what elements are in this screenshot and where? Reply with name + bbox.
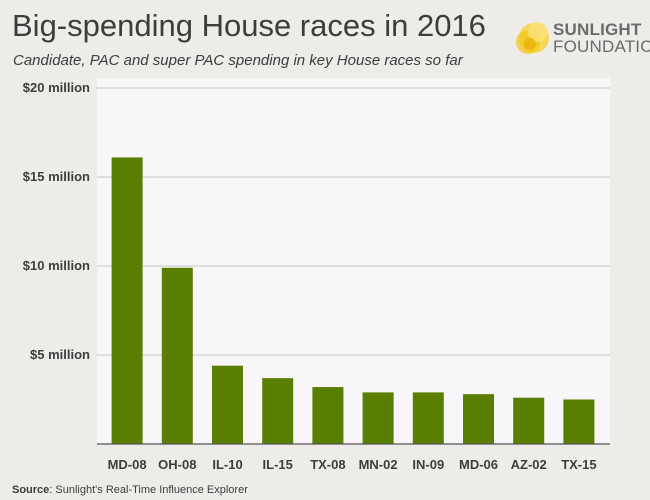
bar	[161, 267, 193, 444]
y-tick-label: $10 million	[23, 258, 90, 273]
x-tick-label: TX-15	[561, 457, 596, 472]
x-tick-label: MD-06	[459, 457, 498, 472]
chart-title: Big-spending House races in 2016	[12, 8, 486, 43]
x-tick-label: MN-02	[359, 457, 398, 472]
x-tick-label: MD-08	[108, 457, 147, 472]
x-tick-label: OH-08	[158, 457, 196, 472]
y-tick-label: $5 million	[30, 347, 90, 362]
bar	[262, 378, 294, 444]
bar	[463, 394, 494, 444]
x-tick-label: IL-10	[212, 457, 242, 472]
bar	[212, 365, 243, 444]
bar	[312, 387, 344, 444]
source-text: : Sunlight's Real-Time Influence Explore…	[49, 484, 248, 496]
bar	[513, 397, 545, 444]
x-tick-label: IL-15	[263, 457, 293, 472]
chart-subtitle: Candidate, PAC and super PAC spending in…	[13, 52, 463, 69]
source-note: Source: Sunlight's Real-Time Influence E…	[12, 484, 248, 496]
sunlight-logo-text: SUNLIGHT FOUNDATION	[553, 21, 650, 55]
bar	[412, 392, 444, 444]
logo-line1: SUNLIGHT	[553, 20, 642, 39]
bar	[111, 157, 143, 445]
y-tick-label: $15 million	[23, 169, 90, 184]
sunlight-logo-icon	[516, 22, 549, 54]
y-tick-label: $20 million	[23, 80, 90, 95]
bar	[362, 392, 394, 444]
source-label: Source	[12, 484, 50, 496]
x-tick-label: IN-09	[412, 457, 444, 472]
logo-line2: FOUNDATION	[553, 37, 650, 56]
bar	[563, 399, 595, 444]
x-tick-label: TX-08	[310, 457, 345, 472]
x-tick-label: AZ-02	[511, 457, 547, 472]
